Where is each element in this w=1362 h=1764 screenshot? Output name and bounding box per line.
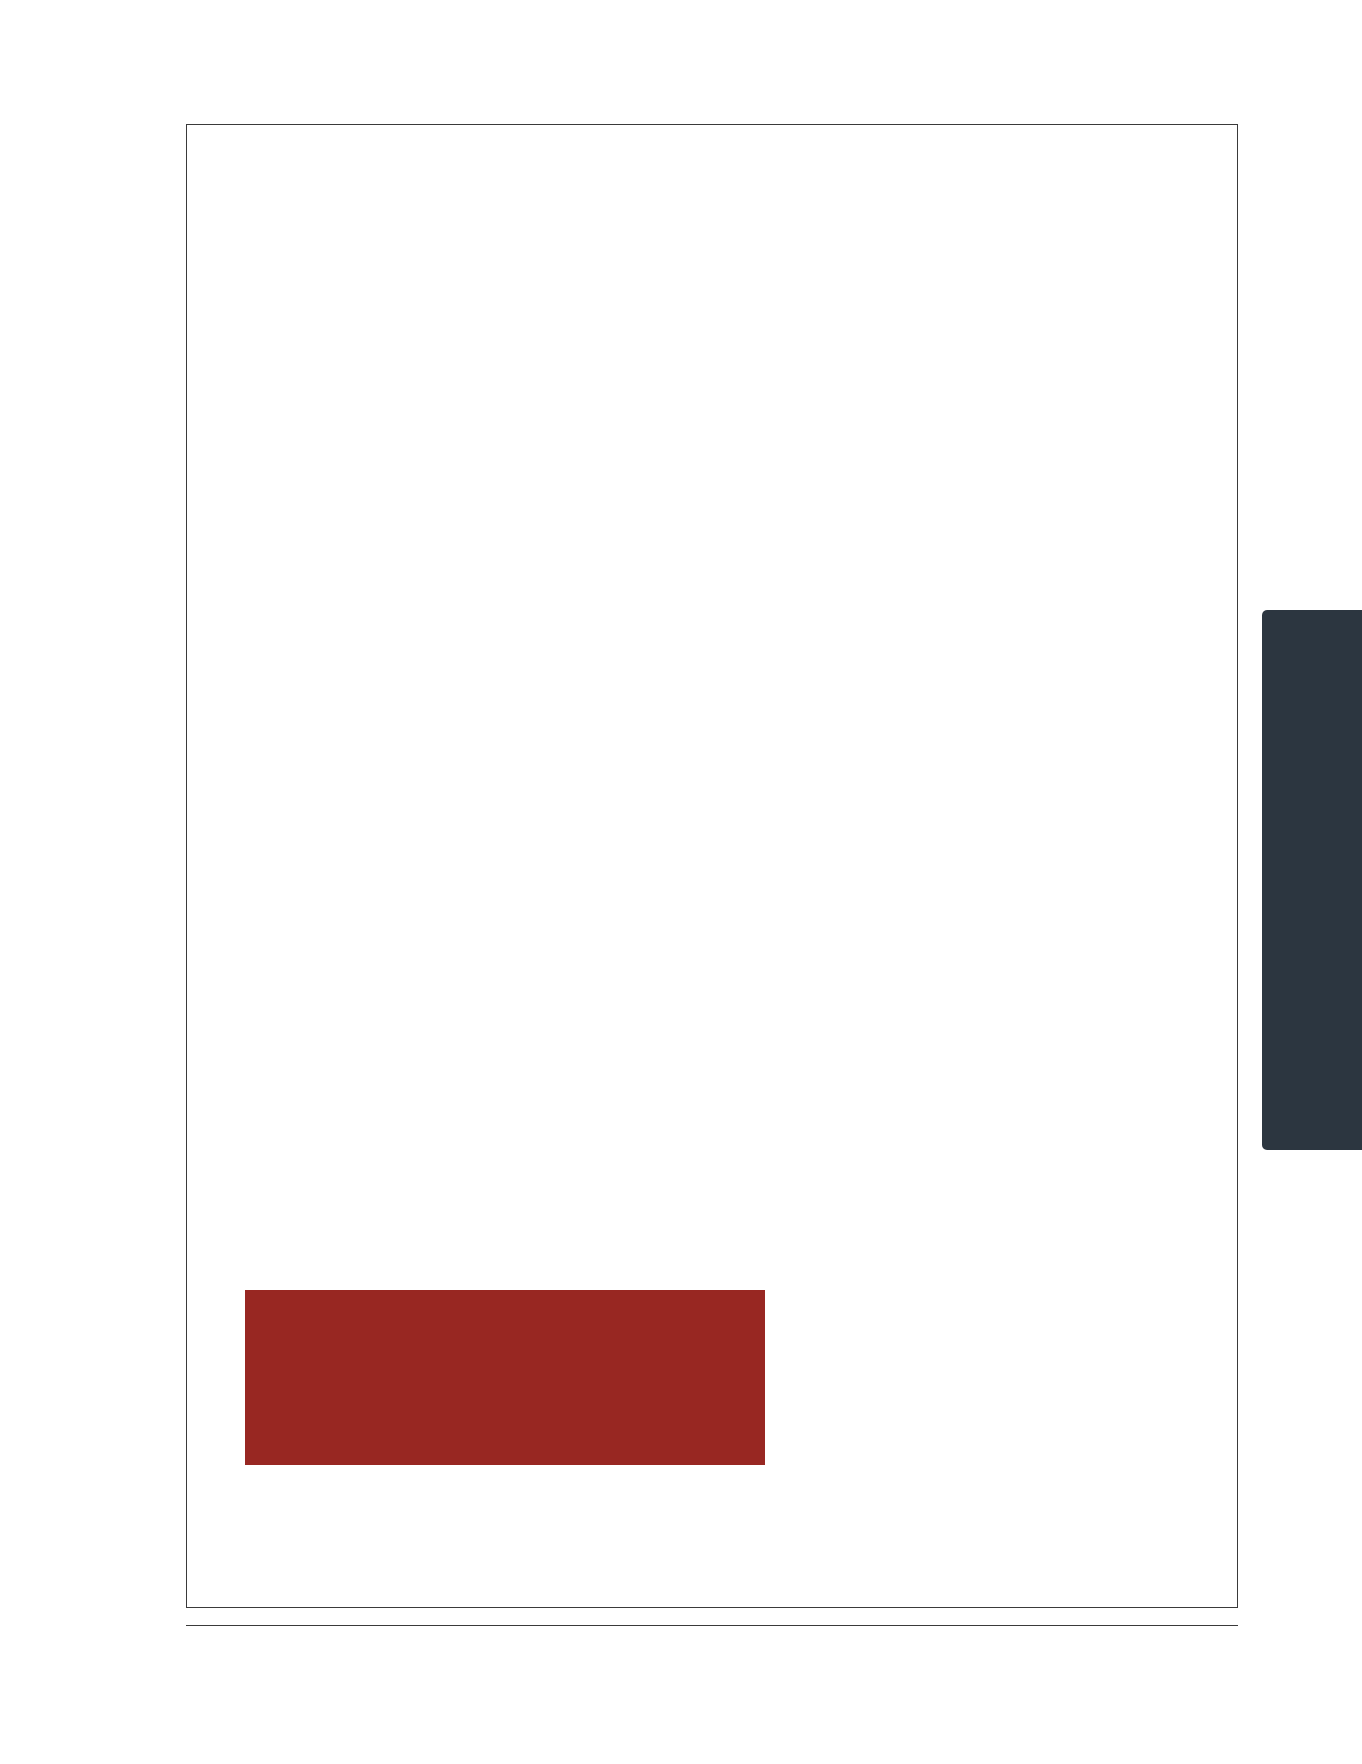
side-tab[interactable] bbox=[1262, 610, 1362, 1150]
footer-rule bbox=[186, 1625, 1238, 1626]
page-frame bbox=[186, 124, 1238, 1608]
red-color-block bbox=[245, 1290, 765, 1465]
